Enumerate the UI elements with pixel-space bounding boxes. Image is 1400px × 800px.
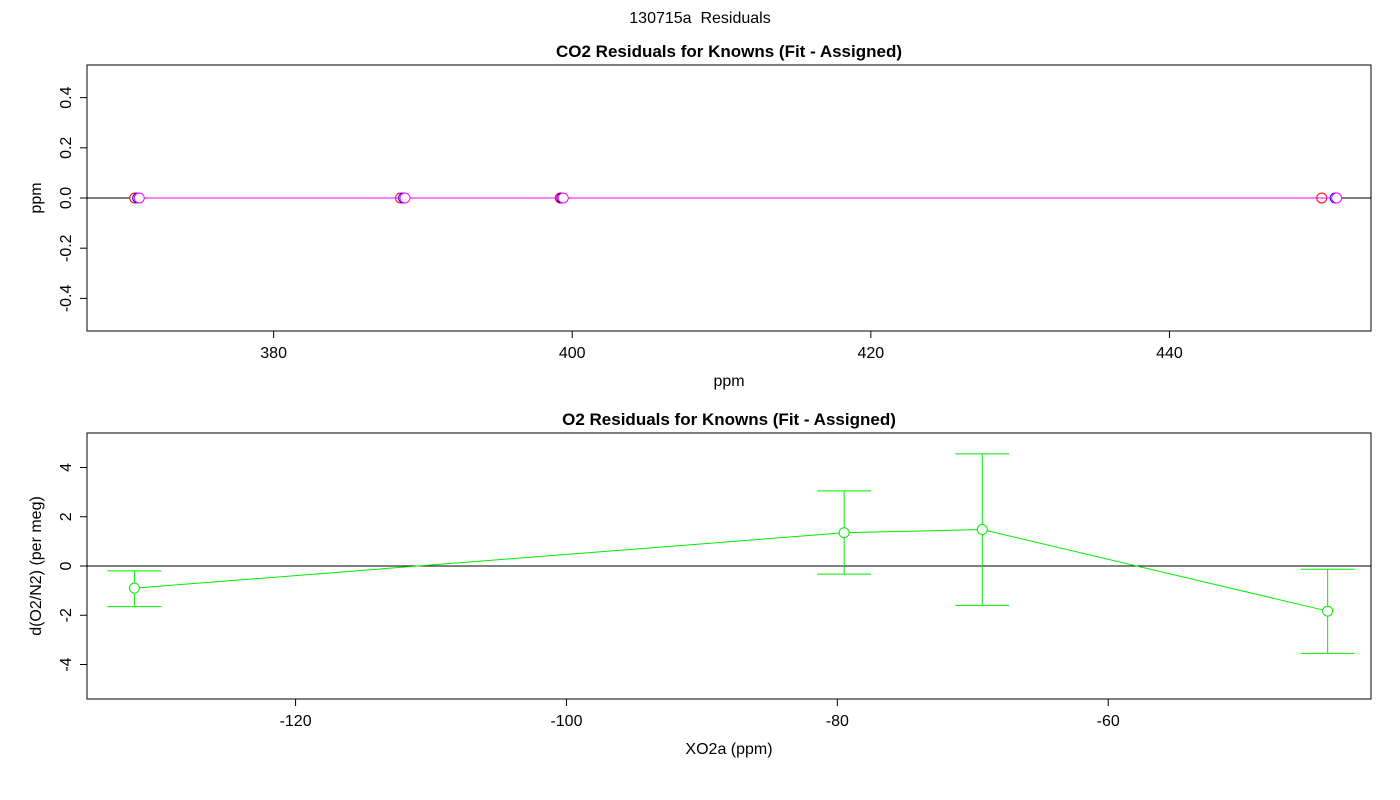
y-tick-label: -2 [58, 608, 75, 622]
y-tick-label: 0.2 [58, 137, 75, 159]
data-series-green [107, 453, 1355, 654]
y-tick-label: 0 [58, 561, 75, 570]
y-axis-label: ppm [28, 182, 45, 213]
x-axis-label: ppm [713, 373, 744, 390]
data-point [1331, 192, 1343, 204]
data-series-magenta [133, 192, 1343, 204]
data-point [128, 582, 140, 594]
x-tick-label: -80 [826, 713, 849, 730]
y-tick-label: -4 [58, 657, 75, 671]
x-tick-label: -100 [550, 713, 582, 730]
x-axis-label: XO2a (ppm) [685, 741, 772, 758]
data-point [399, 192, 411, 204]
data-point [838, 527, 850, 539]
y-tick-label: 2 [58, 512, 75, 521]
data-point [976, 524, 988, 536]
y-tick-label: -0.4 [58, 284, 75, 312]
x-tick-label: 400 [559, 345, 586, 362]
y-axis-label: d(O2/N2) (per meg) [28, 496, 45, 636]
x-tick-label: 440 [1156, 345, 1183, 362]
x-tick-label: 420 [857, 345, 884, 362]
x-tick-label: -120 [280, 713, 312, 730]
data-point [1322, 605, 1334, 617]
co2-residuals-panel: CO2 Residuals for Knowns (Fit - Assigned… [28, 42, 1372, 390]
series-line [134, 529, 1328, 612]
page-title: 130715a Residuals [629, 10, 771, 27]
data-point [557, 192, 569, 204]
chart-title: O2 Residuals for Knowns (Fit - Assigned) [562, 410, 896, 429]
y-tick-label: 0.4 [58, 86, 75, 108]
y-tick-label: 4 [58, 463, 75, 472]
x-tick-label: 380 [260, 345, 287, 362]
data-point [133, 192, 145, 204]
chart-title: CO2 Residuals for Knowns (Fit - Assigned… [556, 42, 902, 61]
y-tick-label: -0.2 [58, 234, 75, 262]
x-tick-label: -60 [1097, 713, 1120, 730]
o2-residuals-panel: O2 Residuals for Knowns (Fit - Assigned)… [28, 410, 1372, 758]
y-tick-label: 0.0 [58, 187, 75, 209]
